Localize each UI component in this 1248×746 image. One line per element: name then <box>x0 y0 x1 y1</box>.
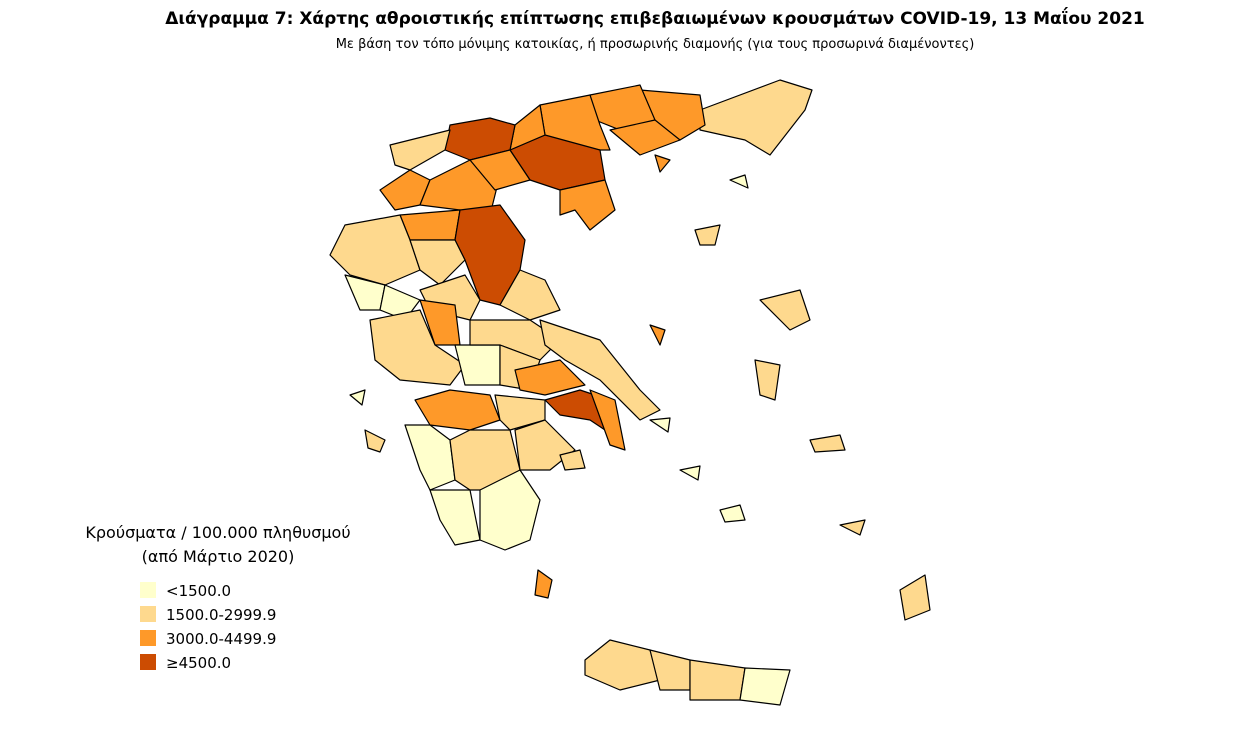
legend-label: ≥4500.0 <box>166 654 231 672</box>
legend-label: 3000.0-4499.9 <box>166 630 276 648</box>
legend-swatch <box>140 630 156 646</box>
legend-label: <1500.0 <box>166 582 231 600</box>
greece-map <box>329 79 931 706</box>
legend-title: Κρούσματα / 100.000 πληθυσμού <box>85 523 350 542</box>
legend-title: (από Μάρτιο 2020) <box>142 547 295 566</box>
title: Διάγραμμα 7: Χάρτης αθροιστικής επίπτωση… <box>165 6 1144 29</box>
legend: Κρούσματα / 100.000 πληθυσμού (από Μάρτι… <box>85 523 350 672</box>
legend-label: 1500.0-2999.9 <box>166 606 276 624</box>
legend-swatch <box>140 654 156 670</box>
subtitle: Με βάση τον τόπο μόνιμης κατοικίας, ή πρ… <box>336 37 975 52</box>
legend-swatch <box>140 582 156 598</box>
legend-swatch <box>140 606 156 622</box>
